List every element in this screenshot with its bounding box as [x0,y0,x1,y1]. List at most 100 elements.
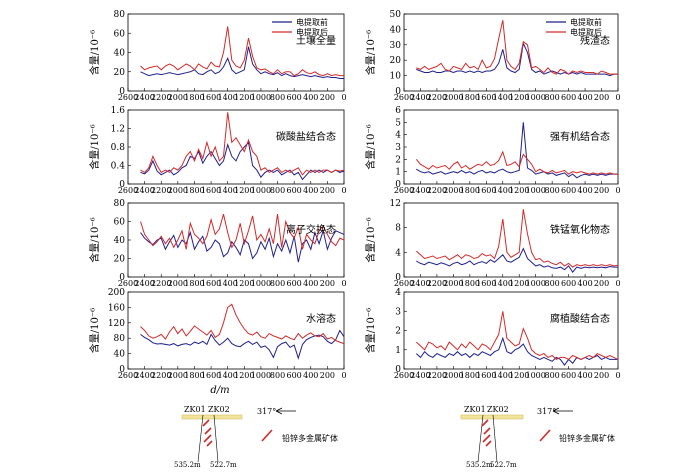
series-line-after [140,303,345,345]
x-tick-label: 2400 [134,371,154,380]
x-tick-label: 1800 [184,186,204,195]
x-tick-label: 1600 [476,186,496,195]
y-tick-label: 5 [395,118,401,128]
x-tick-label: 1400 [218,186,238,195]
x-tick-label: 2000 [443,371,463,380]
y-axis-label: 含量/10⁻⁶ [364,30,377,75]
x-tick-label: 1600 [476,279,496,288]
section-well-2: ZK02 [487,405,509,414]
x-tick-label: 1800 [184,279,204,288]
y-axis-label: 含量/10⁻⁶ [88,217,101,262]
section-well-1: ZK01 [464,405,486,414]
x-tick-label: 2200 [151,186,171,195]
x-tick-label: 2600 [394,186,414,195]
chart-panel: 00.40.81.21.6260024002200200018001600140… [88,106,347,195]
y-tick-label: 80 [114,10,126,20]
x-tick-label: 0 [341,93,346,102]
panel-title: 水溶态 [306,312,336,325]
x-tick-label: 2400 [410,279,430,288]
y-axis-label: 含量/10⁻⁶ [364,124,377,169]
y-tick-label: 0 [395,365,401,375]
x-tick-label: 600 [561,93,576,102]
y-tick-label: 80 [114,334,126,344]
y-tick-label: 0 [119,273,125,283]
y-tick-label: 8 [395,224,401,234]
section-right: ZK01 ZK02 535.2m 522.7m 317° 铅锌多金属矿体 [460,405,615,469]
y-tick-label: 30 [390,41,402,51]
chart-panel: 0481226002400220020001800160014001200100… [364,199,621,288]
x-tick-label: 400 [577,279,592,288]
x-tick-label: 1800 [184,93,204,102]
x-tick-label: 2600 [118,279,138,288]
section-bearing: 317° [257,407,276,416]
y-tick-label: 0 [119,87,125,97]
x-tick-label: 1800 [460,279,480,288]
series-line-after [140,213,345,250]
x-tick-label: 1400 [218,279,238,288]
x-tick-label: 200 [594,371,609,380]
x-tick-label: 2600 [394,371,414,380]
y-axis-label: 含量/10⁻⁶ [88,30,101,75]
x-tick-label: 2200 [427,186,447,195]
x-tick-label: 1600 [201,186,221,195]
x-tick-label: 1000 [526,279,546,288]
panel-title: 土壤全量 [296,34,336,47]
series-line-before [416,41,618,77]
x-tick-label: 1000 [526,371,546,380]
panel-title: 离子交换态 [286,223,336,236]
series-line-before [416,122,618,179]
x-tick-label: 1800 [460,371,480,380]
y-tick-label: 0 [395,87,401,97]
x-tick-label: 2400 [410,186,430,195]
x-tick-label: 2600 [394,279,414,288]
x-tick-label: 0 [341,371,346,380]
y-tick-label: 60 [114,218,126,228]
y-tick-label: 1 [395,346,401,356]
ore-body [481,419,492,447]
x-tick-label: 1000 [526,186,546,195]
series-line-after [415,150,618,175]
y-tick-label: 60 [114,29,126,39]
chart-panel: 0204060802600240022002000180016001400120… [88,199,347,288]
y-tick-label: 50 [390,10,402,20]
x-tick-label: 600 [287,279,302,288]
x-tick-label: 2600 [118,186,138,195]
x-tick-label: 1200 [509,93,529,102]
drill-hole-2 [492,414,498,463]
x-tick-label: 2200 [427,371,447,380]
section-legend-label: 铅锌多金属矿体 [282,433,338,443]
x-tick-label: 1200 [234,93,254,102]
panel-title: 腐植酸结合态 [550,312,610,325]
x-tick-label: 2000 [168,371,188,380]
x-tick-label: 1800 [460,93,480,102]
y-tick-label: 2 [395,327,401,337]
series-line-after [415,209,619,268]
x-tick-label: 400 [577,371,592,380]
y-tick-label: 2 [395,155,401,165]
y-tick-label: 40 [114,236,126,246]
x-tick-label: 800 [270,371,285,380]
x-tick-label: 600 [561,371,576,380]
y-tick-label: 3 [395,143,401,153]
drill-hole-2 [213,414,219,463]
plot-frame [403,13,619,92]
series-line-before [140,228,345,263]
chart-panel: 0408012016020026002400220020001800160014… [88,288,347,380]
chart-panel: 0102030405026002400220020001800160014001… [364,10,621,102]
x-tick-label: 600 [287,186,302,195]
section-depth-2: 522.7m [490,461,517,469]
section-left: ZK01 ZK02 535.2m 522.7m 317° 铅锌多金属矿体 [174,405,338,469]
drill-hole-1 [477,414,484,463]
x-tick-label: 400 [303,93,318,102]
x-tick-label: 2600 [118,93,138,102]
x-tick-label: 1200 [509,186,529,195]
y-tick-label: 12 [390,199,401,209]
x-tick-label: 0 [615,93,620,102]
panel-title: 强有机结合态 [550,130,610,143]
section-well-2: ZK02 [208,405,230,414]
y-tick-label: 20 [390,56,402,66]
section-depth-1: 535.2m [466,461,493,469]
x-tick-label: 2000 [168,93,188,102]
legend-label: 电提取后 [296,27,328,37]
